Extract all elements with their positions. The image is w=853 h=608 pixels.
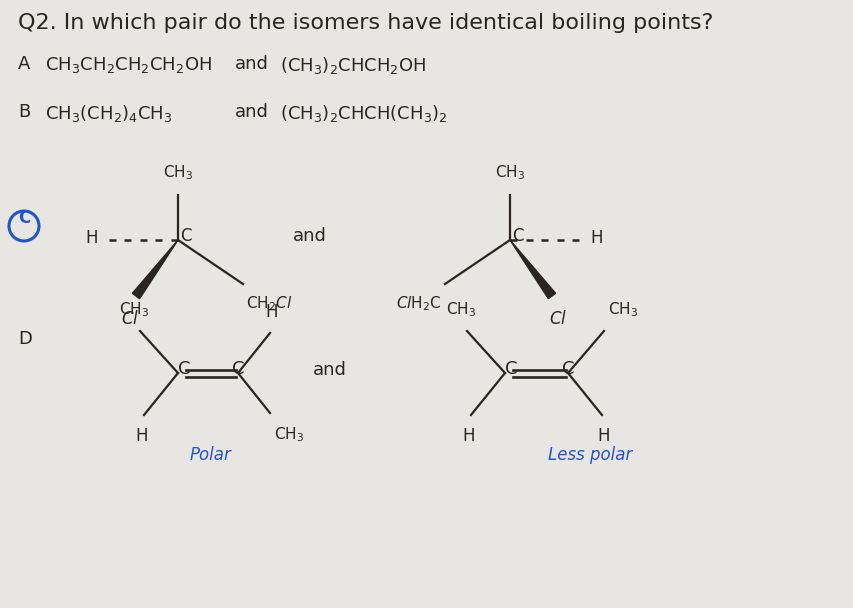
Polygon shape (132, 240, 177, 299)
Text: Less polar: Less polar (547, 446, 631, 464)
Text: C: C (18, 209, 30, 227)
Text: and: and (235, 103, 269, 121)
Text: $\mathsf{CH_3}$: $\mathsf{CH_3}$ (274, 425, 304, 444)
Text: $\mathsf{(CH_3)_2CHCH(CH_3)_2}$: $\mathsf{(CH_3)_2CHCH(CH_3)_2}$ (280, 103, 447, 124)
Text: H: H (462, 427, 474, 445)
Text: $\mathsf{CH_3CH_2CH_2CH_2OH}$: $\mathsf{CH_3CH_2CH_2CH_2OH}$ (45, 55, 212, 75)
Text: Polar: Polar (189, 446, 230, 464)
Text: H: H (85, 229, 98, 247)
Text: and: and (293, 227, 327, 245)
Text: and: and (235, 55, 269, 73)
Text: $\mathsf{CH_3}$: $\mathsf{CH_3}$ (119, 300, 149, 319)
Text: A: A (18, 55, 31, 73)
Text: $\mathsf{CH_3}$: $\mathsf{CH_3}$ (607, 300, 637, 319)
Text: $\mathit{Cl}$: $\mathit{Cl}$ (121, 310, 139, 328)
Text: $\mathit{Cl}\mathsf{H_2C}$: $\mathit{Cl}\mathsf{H_2C}$ (396, 294, 442, 313)
Text: B: B (18, 103, 30, 121)
Text: C: C (232, 360, 244, 378)
Polygon shape (509, 240, 555, 299)
Text: H: H (589, 229, 602, 247)
Text: D: D (18, 330, 32, 348)
Text: C: C (177, 360, 190, 378)
Text: $\mathsf{CH_3}$: $\mathsf{CH_3}$ (163, 164, 193, 182)
Text: H: H (136, 427, 148, 445)
Text: $\mathsf{CH_3}$: $\mathsf{CH_3}$ (495, 164, 525, 182)
Text: and: and (313, 361, 346, 379)
Text: $\mathit{Cl}$: $\mathit{Cl}$ (548, 310, 566, 328)
Text: C: C (561, 360, 574, 378)
Text: H: H (265, 303, 278, 321)
Text: C: C (504, 360, 517, 378)
Text: C: C (512, 227, 523, 245)
Text: H: H (597, 427, 610, 445)
Text: $\mathsf{CH_3}$: $\mathsf{CH_3}$ (445, 300, 475, 319)
Text: C: C (180, 227, 191, 245)
Text: $\mathsf{CH_2}\mathit{Cl}$: $\mathsf{CH_2}\mathit{Cl}$ (246, 294, 292, 313)
Text: $\mathsf{CH_3(CH_2)_4CH_3}$: $\mathsf{CH_3(CH_2)_4CH_3}$ (45, 103, 172, 124)
Text: Q2. In which pair do the isomers have identical boiling points?: Q2. In which pair do the isomers have id… (18, 13, 712, 33)
Text: $\mathsf{(CH_3)_2CHCH_2OH}$: $\mathsf{(CH_3)_2CHCH_2OH}$ (280, 55, 426, 76)
